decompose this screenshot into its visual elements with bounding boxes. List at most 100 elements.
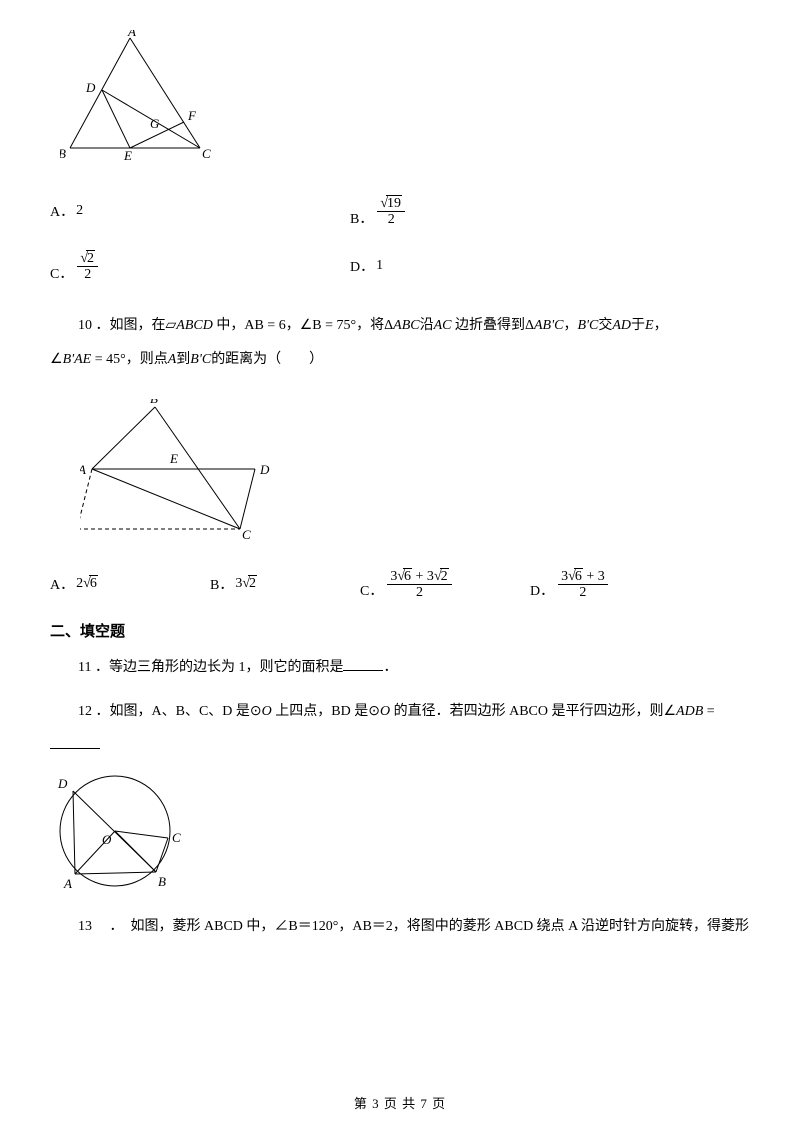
parallelogram-icon: ▱	[166, 318, 177, 333]
q10-t5: 边折叠得到	[451, 318, 525, 333]
q10-eq2-eq: =	[322, 318, 337, 333]
q9-b-prefix: B．	[350, 208, 373, 228]
q10-choice-a: A． 26	[50, 574, 210, 594]
q10-choice-c: C． 36 + 32 2	[360, 568, 530, 601]
q10-t9: ，	[654, 318, 668, 333]
q10-b-prefix: B．	[210, 574, 233, 594]
q10-eq1-lhs: AB	[244, 318, 263, 333]
q10-figure: B' A E D B C	[80, 399, 750, 544]
q11-tail: ．	[383, 660, 397, 675]
q10-t2: ，	[286, 318, 300, 333]
q12-o: O	[262, 704, 272, 719]
q9-choice-a: A． 2	[50, 201, 350, 221]
q10-a-prefix: A．	[50, 574, 74, 594]
q9-c-num: 2	[86, 250, 95, 266]
q9-a-val: 2	[76, 203, 83, 219]
svg-text:E: E	[123, 148, 132, 163]
svg-text:G: G	[150, 116, 160, 131]
q10-t10: ，则点	[126, 352, 168, 367]
q12-prefix: 12 ．如图，A、B、C、D 是	[78, 704, 250, 719]
q10-choices: A． 26 B． 32 C． 36 + 32 2 D． 36 + 3 2	[50, 568, 750, 601]
q9-b-frac: 19 2	[377, 195, 405, 228]
q10-t7: 交	[598, 318, 612, 333]
q10-a-sqrt: 6	[89, 575, 98, 592]
svg-text:E: E	[169, 451, 178, 466]
q10-t6: ，	[563, 318, 577, 333]
q12-figure: D O C A B ．	[50, 766, 750, 896]
circle-icon: ⊙	[250, 704, 262, 719]
q10-a: A	[168, 352, 177, 367]
svg-text:D: D	[85, 80, 96, 95]
svg-text:O: O	[102, 832, 112, 847]
q9-b-num: 19	[386, 195, 402, 211]
q11-blank[interactable]	[343, 657, 383, 671]
q10-eq3-eq: =	[91, 352, 106, 367]
q10-eq3-rhs: 45°	[106, 352, 126, 367]
svg-text:F: F	[187, 108, 197, 123]
q10-t1: 中，	[213, 318, 245, 333]
q10-abc: ABC	[393, 318, 419, 333]
q10-text: 10 ．如图，在▱ABCD 中，AB = 6，∠B = 75°，将ΔABC沿AC…	[50, 309, 750, 343]
q9-d-val: 1	[376, 258, 383, 274]
q10-t8: 于	[631, 318, 645, 333]
q10-tri1: Δ	[384, 318, 393, 333]
q9-choice-d: D． 1	[350, 256, 383, 276]
q10-b2c: B'C	[577, 318, 598, 333]
footer-mid: 页 共	[380, 1096, 421, 1111]
svg-text:A: A	[127, 30, 136, 39]
q10-c-den: 2	[387, 585, 451, 600]
q11-text: 11 ．等边三角形的边长为 1，则它的面积是 ．	[50, 651, 750, 685]
q10-eq1-rhs: 6	[279, 318, 286, 333]
q10-t12: 的距离为（ ）	[211, 352, 323, 367]
q10-d-den: 2	[558, 585, 608, 600]
svg-text:．: ．	[50, 880, 56, 891]
q10-d-frac: 36 + 3 2	[558, 568, 608, 601]
svg-text:A: A	[80, 462, 86, 477]
footer-page: 3	[372, 1096, 380, 1111]
svg-text:A: A	[63, 876, 72, 891]
q10-t11: 到	[176, 352, 190, 367]
q12-angle: ∠	[663, 704, 676, 719]
q10-b2ae: B'AE	[63, 352, 92, 367]
svg-text:D: D	[57, 776, 68, 791]
svg-text:C: C	[242, 527, 251, 542]
q12-t2: 的直径．若四边形 ABCO 是平行四边形，则	[390, 704, 663, 719]
q9-a-prefix: A．	[50, 201, 74, 221]
q9-b-den: 2	[377, 212, 405, 227]
q11-body: 11 ．等边三角形的边长为 1，则它的面积是	[78, 660, 343, 675]
q10-eq2-rhs: 75°	[337, 318, 357, 333]
q12-eq: =	[703, 704, 714, 719]
q10-angle2: ∠	[50, 352, 63, 367]
q10-t4: 沿	[420, 318, 434, 333]
q10-b2c2: B'C	[190, 352, 211, 367]
q9-figure: A B C D E F G	[60, 30, 750, 165]
q9-c-den: 2	[77, 267, 98, 282]
q9-choice-b: B． 19 2	[350, 195, 405, 228]
q10-e: E	[645, 318, 654, 333]
q10-prefix: 10 ．如图，在	[78, 318, 166, 333]
footer-suffix: 页	[428, 1096, 446, 1111]
q12-t1: 上四点，BD 是	[272, 704, 368, 719]
q12-blank[interactable]	[50, 735, 100, 749]
q10-c-prefix: C．	[360, 580, 383, 600]
q12-o2: O	[380, 704, 390, 719]
circle-icon-2: ⊙	[368, 704, 380, 719]
q9-choice-c: C． 2 2	[50, 250, 350, 283]
q10-d-prefix: D．	[530, 580, 554, 600]
q13-text: 13 ． 如图，菱形 ABCD 中，∠B＝120°，AB＝2，将图中的菱形 AB…	[50, 910, 750, 944]
q9-c-prefix: C．	[50, 263, 73, 283]
q10-ab2c: AB'C	[534, 318, 563, 333]
svg-text:B': B'	[150, 399, 161, 406]
footer-prefix: 第	[354, 1096, 372, 1111]
q10-text-line2: ∠B'AE = 45°，则点A到B'C的距离为（ ）	[50, 342, 750, 378]
q10-eq1-eq: =	[264, 318, 279, 333]
footer-total: 7	[420, 1096, 428, 1111]
q12-adb: ADB	[676, 704, 703, 719]
svg-text:C: C	[202, 146, 211, 161]
q9-choices-row1: A． 2 B． 19 2	[50, 195, 750, 228]
svg-text:B: B	[60, 146, 66, 161]
triangle-figure-svg: A B C D E F G	[60, 30, 220, 165]
circle-figure-svg: D O C A B ．	[50, 766, 190, 896]
q9-c-frac: 2 2	[77, 250, 98, 283]
q10-angle1: ∠	[300, 318, 313, 333]
